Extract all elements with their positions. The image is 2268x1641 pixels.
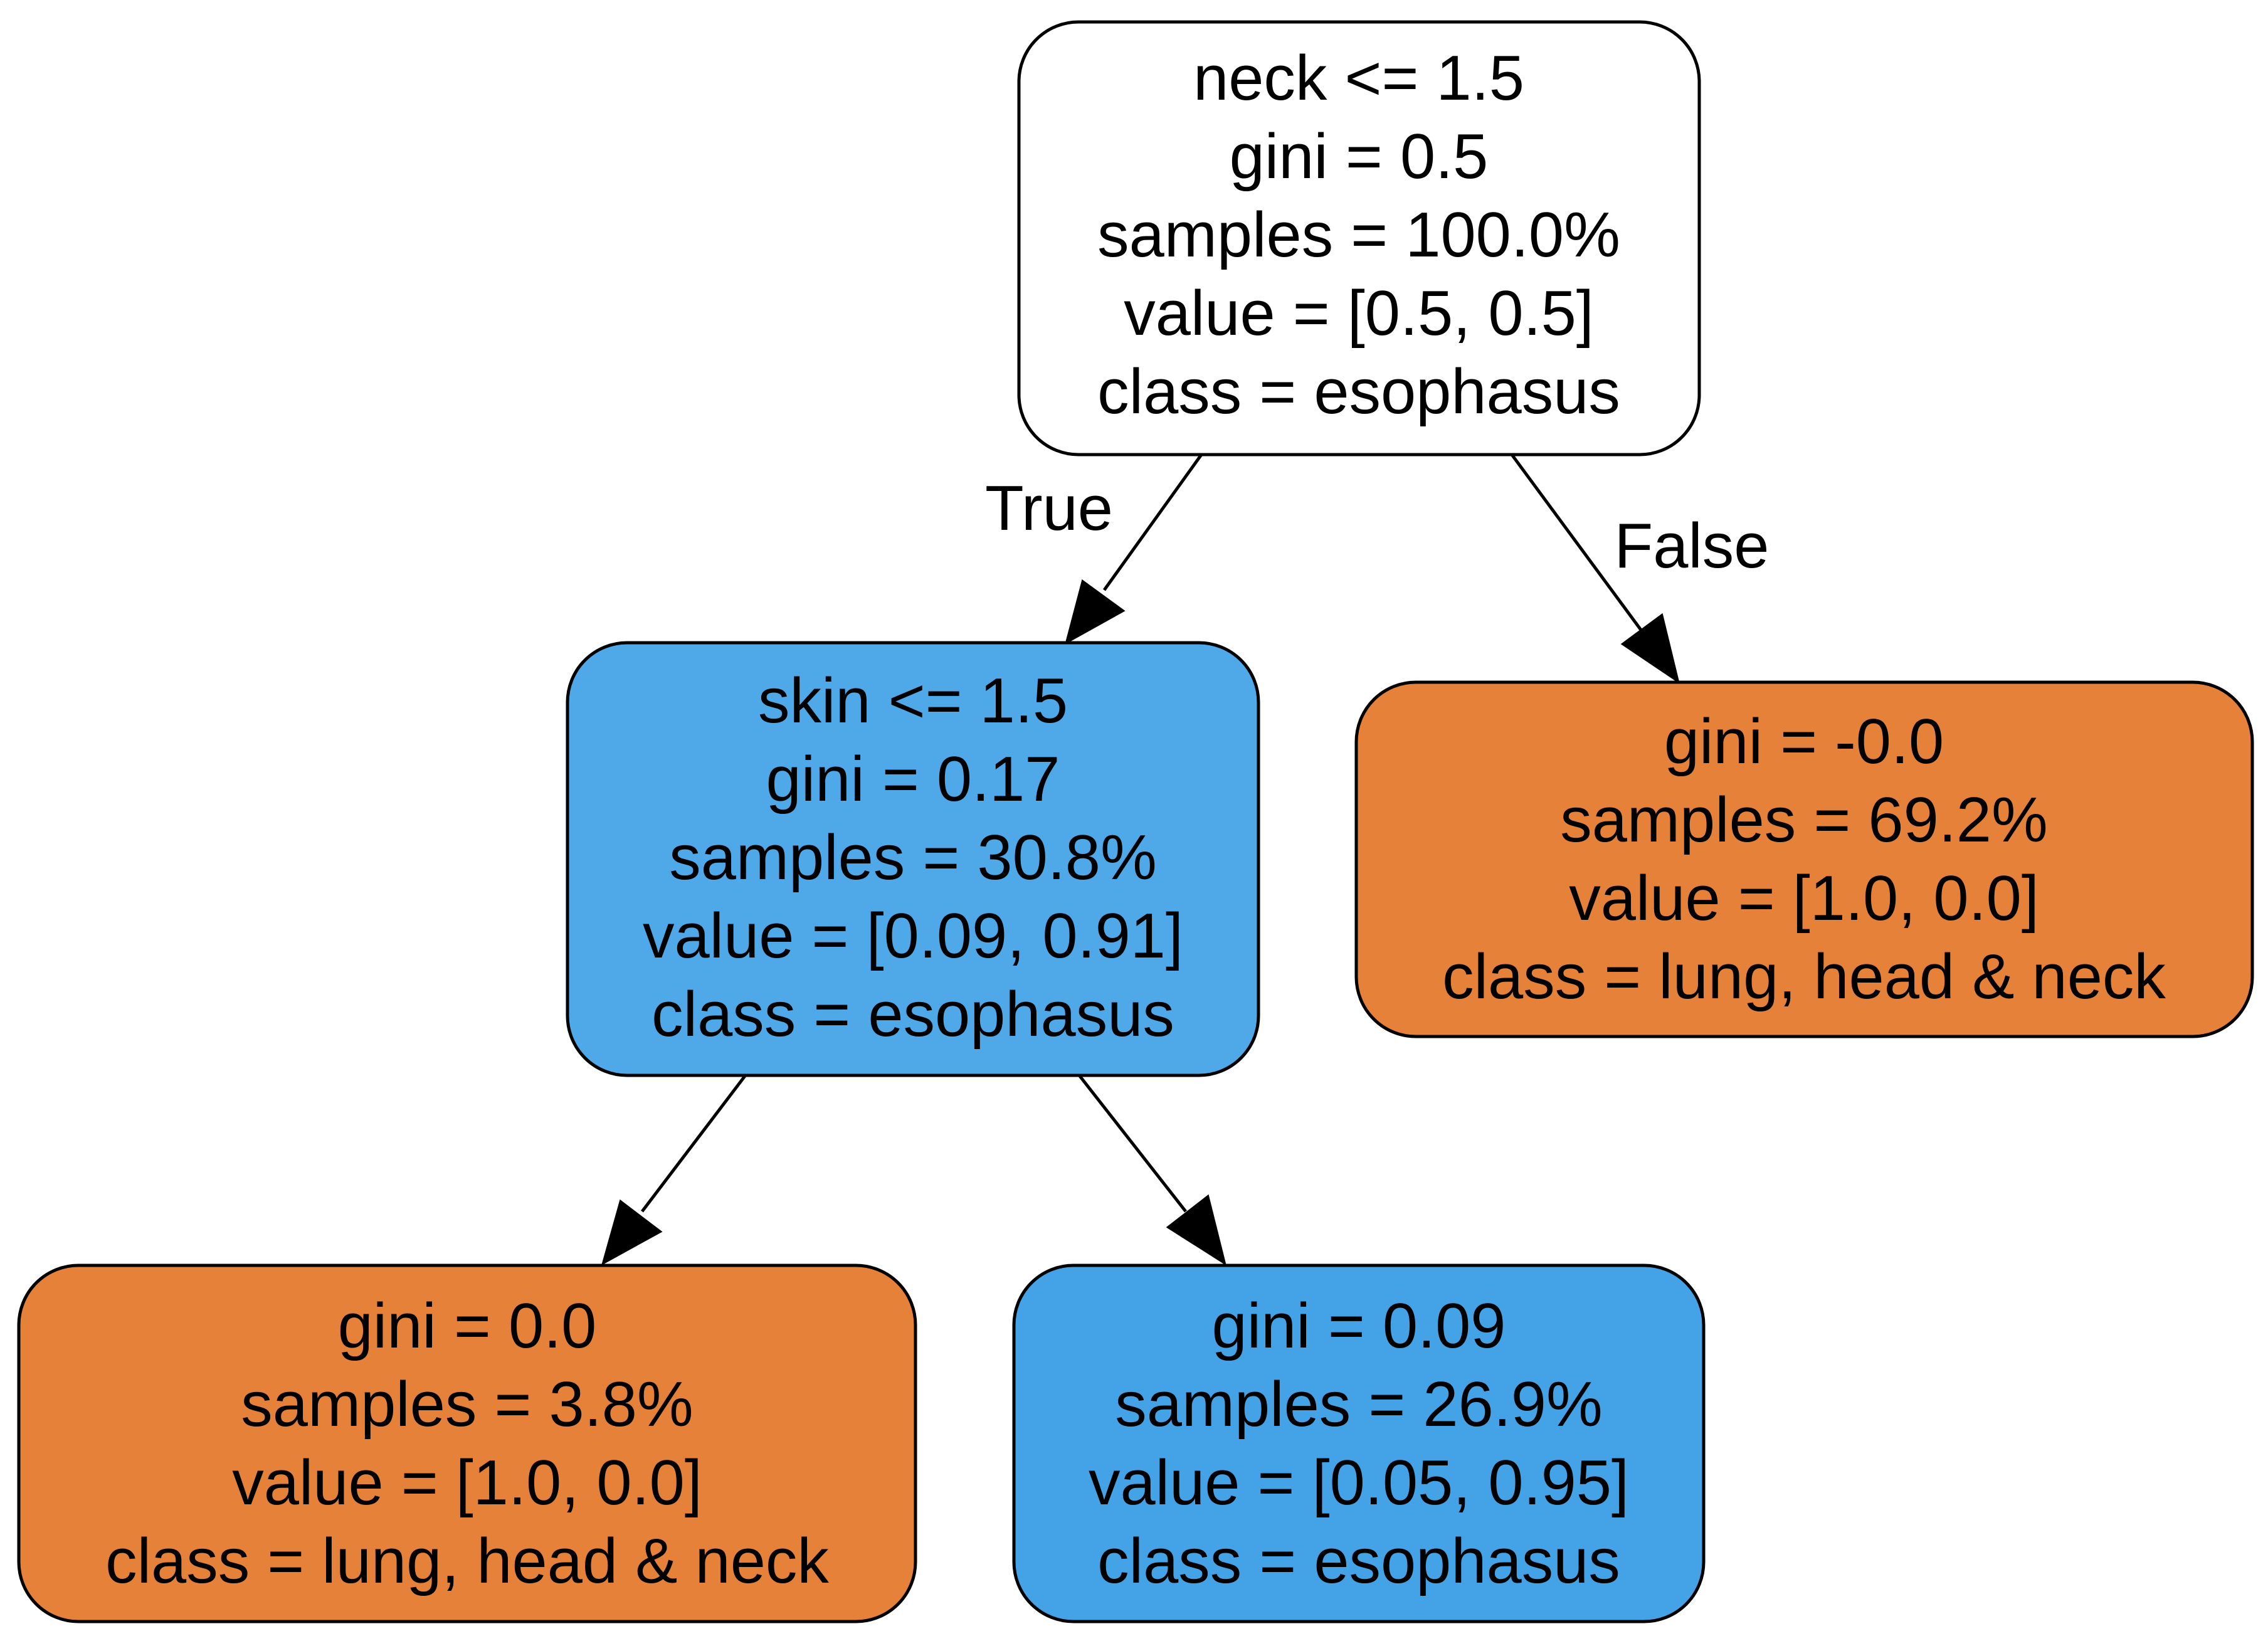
- node-class: class = lung, head & neck: [1442, 942, 2166, 1012]
- node-gini: gini = 0.09: [1212, 1291, 1506, 1361]
- node-value: value = [0.5, 0.5]: [1124, 278, 1594, 349]
- node-value: value = [0.09, 0.91]: [643, 901, 1183, 971]
- node-samples: samples = 26.9%: [1115, 1369, 1603, 1440]
- node-value: value = [1.0, 0.0]: [1569, 863, 2039, 934]
- edge-arrowhead: [601, 1199, 663, 1266]
- node-samples: samples = 69.2%: [1560, 785, 2048, 855]
- edge-left-leftright: [1079, 1075, 1226, 1266]
- edge-arrowhead: [1166, 1194, 1226, 1266]
- node-box: [1017, 20, 1701, 456]
- tree-node-left-right: gini = 0.09 samples = 26.9% value = [0.0…: [1012, 1264, 1706, 1623]
- node-box: [1354, 680, 2254, 1038]
- node-class: class = esophasus: [651, 979, 1174, 1050]
- node-value: value = [0.05, 0.95]: [1089, 1448, 1629, 1518]
- node-box: [1012, 1264, 1706, 1623]
- node-box: [17, 1264, 917, 1623]
- edge-root-left: True: [985, 453, 1203, 645]
- edge-line: [1102, 453, 1203, 591]
- node-samples: samples = 3.8%: [241, 1369, 693, 1440]
- node-gini: gini = 0.17: [766, 744, 1060, 815]
- node-samples: samples = 30.8%: [669, 823, 1157, 893]
- tree-node-root: neck <= 1.5 gini = 0.5 samples = 100.0% …: [1017, 20, 1701, 456]
- tree-node-right: gini = -0.0 samples = 69.2% value = [1.0…: [1354, 680, 2254, 1038]
- node-split-rule: neck <= 1.5: [1193, 43, 1524, 113]
- edge-root-right: False: [1510, 453, 1770, 684]
- node-class: class = esophasus: [1097, 1526, 1620, 1596]
- node-gini: gini = 0.5: [1230, 122, 1489, 192]
- edge-line: [1510, 453, 1643, 632]
- node-split-rule: skin <= 1.5: [758, 666, 1068, 736]
- node-value: value = [1.0, 0.0]: [232, 1448, 702, 1518]
- node-gini: gini = -0.0: [1664, 707, 1944, 777]
- edge-line: [1079, 1075, 1187, 1213]
- node-class: class = esophasus: [1097, 357, 1620, 427]
- edge-label-false: False: [1615, 511, 1770, 581]
- edge-arrowhead: [1065, 579, 1126, 645]
- tree-node-left: skin <= 1.5 gini = 0.17 samples = 30.8% …: [566, 641, 1260, 1077]
- edge-label-true: True: [985, 473, 1113, 544]
- node-gini: gini = 0.0: [338, 1291, 597, 1361]
- edge-line: [641, 1075, 746, 1213]
- edge-arrowhead: [1620, 613, 1680, 684]
- node-samples: samples = 100.0%: [1097, 200, 1620, 270]
- tree-node-left-left: gini = 0.0 samples = 3.8% value = [1.0, …: [17, 1264, 917, 1623]
- edge-left-leftleft: [601, 1075, 746, 1266]
- node-box: [566, 641, 1260, 1077]
- node-class: class = lung, head & neck: [105, 1526, 829, 1596]
